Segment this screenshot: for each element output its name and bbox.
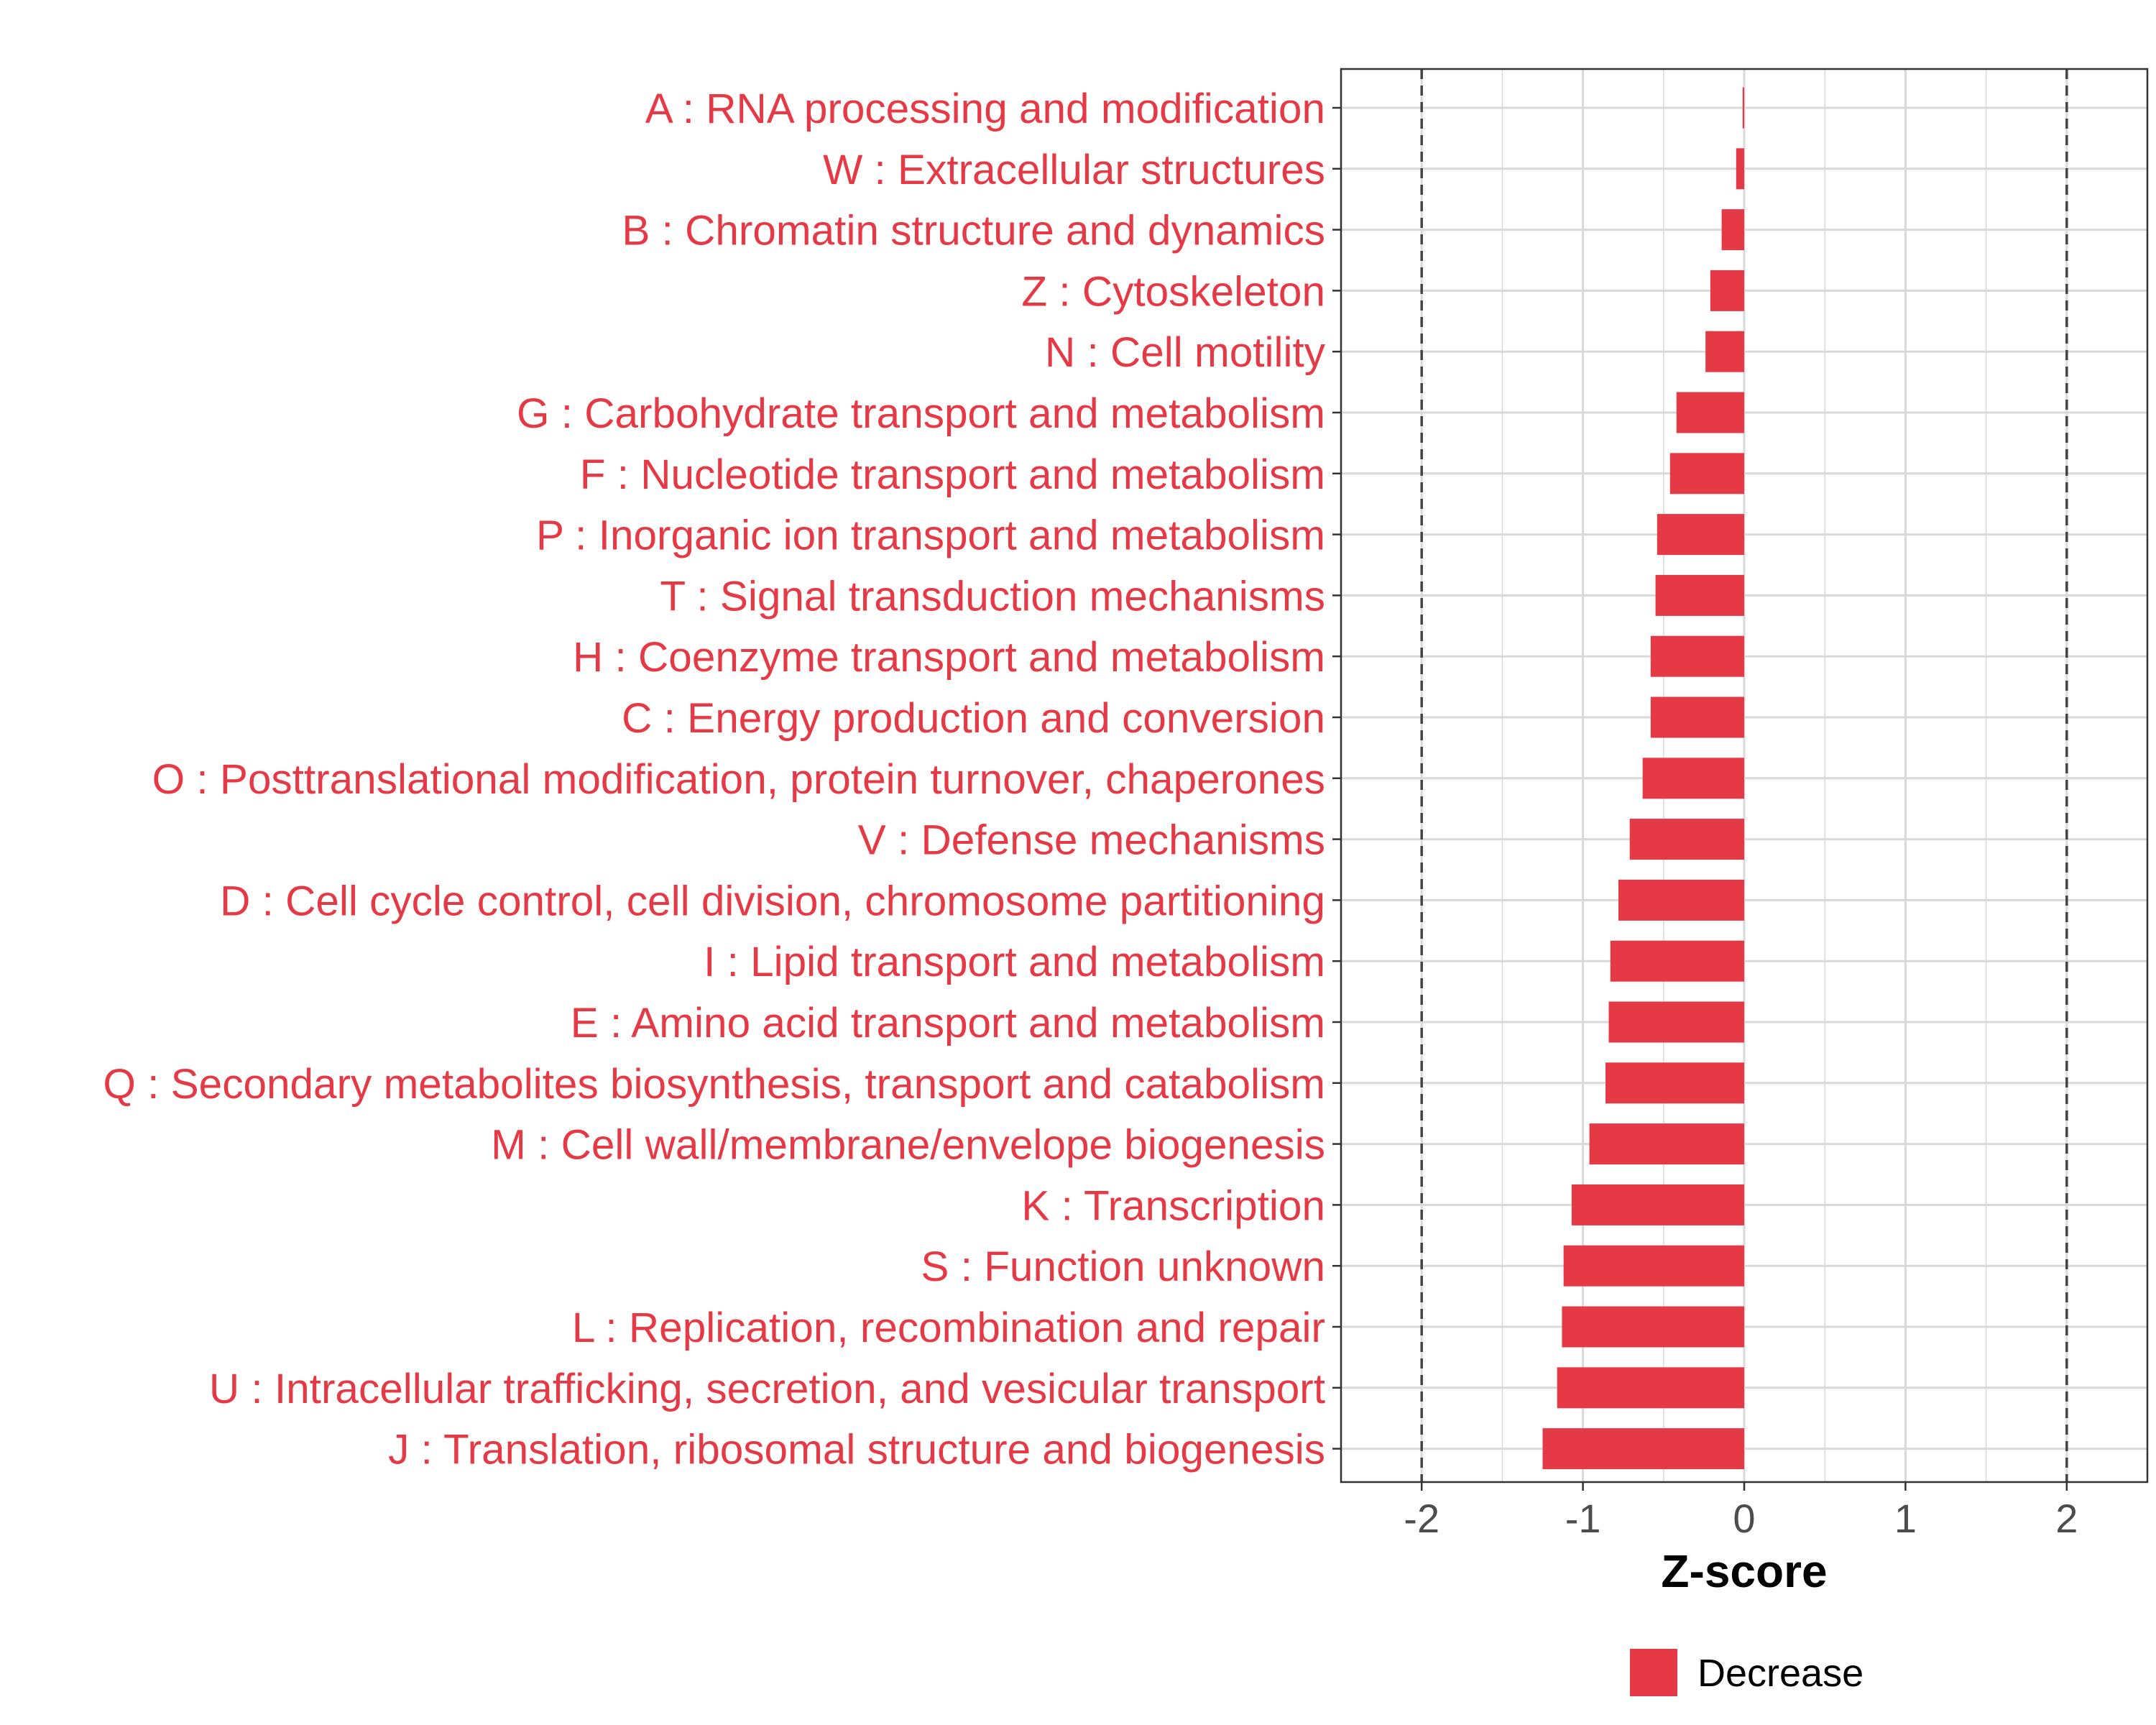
y-tick-label: S : Function unknown [921, 1243, 1325, 1290]
bar [1562, 1306, 1744, 1348]
x-axis-title: Z-score [1661, 1545, 1827, 1597]
bar [1650, 635, 1744, 677]
y-tick-label: U : Intracellular trafficking, secretion… [209, 1366, 1325, 1412]
bar [1589, 1123, 1744, 1165]
bar [1721, 209, 1744, 251]
y-tick-label: Q : Secondary metabolites biosynthesis, … [103, 1061, 1325, 1108]
y-axis: A : RNA processing and modification W : E… [103, 86, 1341, 1473]
x-axis: -2 -1 0 1 2 [1404, 1482, 2078, 1541]
y-tick-label: F : Nucleotide transport and metabolism [580, 451, 1325, 498]
bar [1557, 1367, 1744, 1409]
bar [1608, 1001, 1744, 1043]
bar [1618, 879, 1744, 921]
y-tick-label: E : Amino acid transport and metabolism [571, 1000, 1325, 1046]
y-tick-label: N : Cell motility [1045, 329, 1326, 376]
x-tick-label: -1 [1565, 1496, 1601, 1541]
x-tick-label: -2 [1404, 1496, 1439, 1541]
bar [1657, 514, 1744, 556]
y-tick-label: C : Energy production and conversion [622, 695, 1325, 742]
bar-layer [1542, 87, 1744, 1470]
y-tick-label: P : Inorganic ion transport and metaboli… [536, 512, 1325, 559]
x-tick-label: 1 [1894, 1496, 1917, 1541]
y-tick-label: W : Extracellular structures [823, 147, 1325, 193]
y-tick-label: L : Replication, recombination and repai… [572, 1305, 1325, 1351]
y-tick-label: G : Carbohydrate transport and metabolis… [517, 390, 1325, 437]
y-tick-label: I : Lipid transport and metabolism [704, 939, 1325, 985]
y-tick-label: J : Translation, ribosomal structure and… [388, 1427, 1325, 1473]
bar [1629, 819, 1744, 860]
bar [1742, 87, 1744, 129]
y-tick-label: Z : Cytoskeleton [1021, 268, 1325, 315]
legend-label-decrease: Decrease [1697, 1652, 1864, 1695]
y-tick-label: V : Defense mechanisms [858, 817, 1325, 864]
y-tick-label: A : RNA processing and modification [645, 86, 1325, 132]
bar [1563, 1245, 1744, 1287]
y-tick-label: M : Cell wall/membrane/envelope biogenes… [491, 1122, 1325, 1169]
bar [1606, 1062, 1744, 1104]
bar [1610, 940, 1744, 982]
legend-swatch-decrease [1630, 1649, 1677, 1696]
bar [1571, 1184, 1744, 1225]
bar [1710, 270, 1744, 311]
y-tick-label: D : Cell cycle control, cell division, c… [220, 878, 1325, 924]
bar [1669, 453, 1744, 494]
bar [1650, 696, 1744, 738]
legend: Decrease [1630, 1649, 1864, 1696]
y-tick-label: O : Posttranslational modification, prot… [152, 756, 1325, 803]
bar [1542, 1428, 1744, 1470]
y-tick-label: H : Coenzyme transport and metabolism [573, 634, 1325, 681]
bar [1705, 331, 1744, 372]
x-tick-label: 2 [2055, 1496, 2078, 1541]
y-tick-label: K : Transcription [1021, 1182, 1325, 1229]
bar [1736, 148, 1744, 190]
bar [1676, 392, 1744, 433]
y-tick-label: B : Chromatin structure and dynamics [622, 208, 1325, 254]
reference-lines [1420, 69, 2068, 1482]
bar [1655, 574, 1744, 616]
y-tick-label: T : Signal transduction mechanisms [660, 573, 1325, 620]
bar [1642, 758, 1744, 799]
x-tick-label: 0 [1733, 1496, 1755, 1541]
